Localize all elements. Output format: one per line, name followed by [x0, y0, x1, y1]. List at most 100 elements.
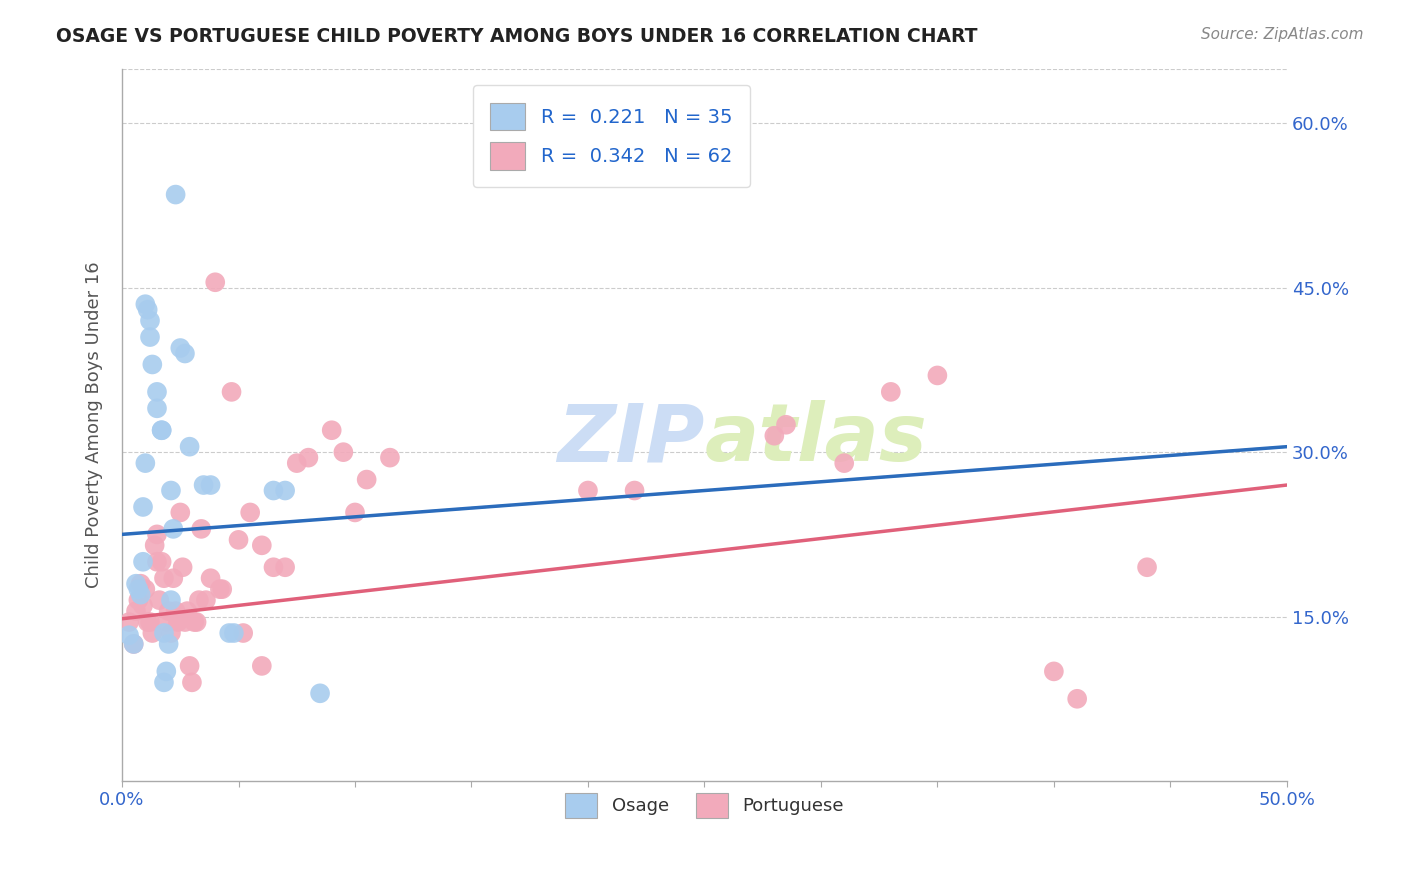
Text: Source: ZipAtlas.com: Source: ZipAtlas.com — [1201, 27, 1364, 42]
Point — [146, 527, 169, 541]
Point — [160, 483, 183, 498]
Point — [146, 401, 169, 416]
Point — [211, 582, 233, 597]
Point — [167, 615, 190, 629]
Point — [321, 423, 343, 437]
Point — [623, 483, 645, 498]
Point — [118, 628, 141, 642]
Point — [332, 445, 354, 459]
Point — [139, 330, 162, 344]
Point — [146, 384, 169, 399]
Point — [169, 341, 191, 355]
Point — [221, 384, 243, 399]
Point — [136, 302, 159, 317]
Point — [157, 604, 180, 618]
Y-axis label: Child Poverty Among Boys Under 16: Child Poverty Among Boys Under 16 — [86, 261, 103, 588]
Point — [155, 665, 177, 679]
Point — [146, 555, 169, 569]
Point — [150, 555, 173, 569]
Point — [150, 423, 173, 437]
Point — [1136, 560, 1159, 574]
Text: ZIP: ZIP — [557, 400, 704, 478]
Point — [141, 358, 163, 372]
Point — [127, 593, 149, 607]
Point — [763, 428, 786, 442]
Point — [136, 615, 159, 629]
Point — [297, 450, 319, 465]
Point — [222, 626, 245, 640]
Point — [194, 593, 217, 607]
Point — [134, 297, 156, 311]
Point — [127, 582, 149, 597]
Point — [1066, 691, 1088, 706]
Point — [122, 637, 145, 651]
Point — [208, 582, 231, 597]
Point — [176, 604, 198, 618]
Point — [118, 615, 141, 629]
Point — [129, 588, 152, 602]
Point — [125, 576, 148, 591]
Point — [165, 604, 187, 618]
Point — [153, 626, 176, 640]
Point — [193, 478, 215, 492]
Point — [263, 560, 285, 574]
Point — [204, 275, 226, 289]
Point — [309, 686, 332, 700]
Point — [274, 483, 297, 498]
Point — [157, 637, 180, 651]
Point — [179, 440, 201, 454]
Point — [165, 187, 187, 202]
Point — [132, 555, 155, 569]
Point — [218, 626, 240, 640]
Point — [187, 593, 209, 607]
Point — [162, 522, 184, 536]
Point — [169, 505, 191, 519]
Point — [125, 604, 148, 618]
Point — [174, 346, 197, 360]
Point — [250, 538, 273, 552]
Point — [186, 615, 208, 629]
Point — [134, 582, 156, 597]
Point — [927, 368, 949, 383]
Point — [274, 560, 297, 574]
Point — [143, 538, 166, 552]
Point — [880, 384, 903, 399]
Point — [356, 473, 378, 487]
Text: OSAGE VS PORTUGUESE CHILD POVERTY AMONG BOYS UNDER 16 CORRELATION CHART: OSAGE VS PORTUGUESE CHILD POVERTY AMONG … — [56, 27, 977, 45]
Point — [263, 483, 285, 498]
Legend: Osage, Portuguese: Osage, Portuguese — [557, 786, 852, 825]
Point — [200, 571, 222, 585]
Point — [190, 522, 212, 536]
Point — [122, 637, 145, 651]
Point — [150, 423, 173, 437]
Point — [343, 505, 366, 519]
Point — [134, 456, 156, 470]
Point — [132, 500, 155, 514]
Point — [148, 593, 170, 607]
Point — [153, 675, 176, 690]
Point — [139, 313, 162, 327]
Point — [160, 626, 183, 640]
Point — [181, 675, 204, 690]
Point — [162, 571, 184, 585]
Text: atlas: atlas — [704, 400, 927, 478]
Point — [155, 615, 177, 629]
Point — [250, 659, 273, 673]
Point — [576, 483, 599, 498]
Point — [775, 417, 797, 432]
Point — [832, 456, 855, 470]
Point — [141, 626, 163, 640]
Point — [228, 533, 250, 547]
Point — [179, 659, 201, 673]
Point — [232, 626, 254, 640]
Point — [174, 615, 197, 629]
Point — [378, 450, 401, 465]
Point — [183, 615, 205, 629]
Point — [285, 456, 308, 470]
Point — [132, 599, 155, 613]
Point — [129, 576, 152, 591]
Point — [1043, 665, 1066, 679]
Point — [153, 571, 176, 585]
Point — [172, 560, 194, 574]
Point — [200, 478, 222, 492]
